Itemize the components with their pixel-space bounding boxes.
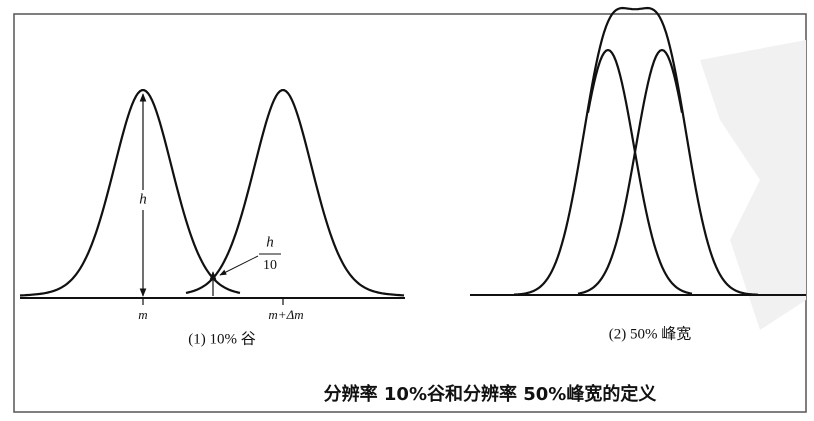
peak-curve <box>185 89 405 297</box>
label-bg <box>136 190 150 210</box>
valley-pointer <box>219 255 259 276</box>
curves <box>19 6 759 297</box>
envelope-curve <box>513 6 759 296</box>
peak-curve <box>19 89 241 297</box>
watermark <box>700 40 806 330</box>
valley-numerator: h <box>266 234 274 250</box>
component-curve <box>577 48 684 295</box>
panel-caption: (1) 10% 谷 <box>188 330 256 347</box>
height-label: h <box>139 191 147 207</box>
valley-denominator: 10 <box>263 258 277 273</box>
figure-caption: 分辨率 10%谷和分辨率 50%峰宽的定义 <box>324 383 657 405</box>
component-curve <box>586 48 693 295</box>
panel-caption: (2) 50% 峰宽 <box>609 325 692 342</box>
x-label: m+Δm <box>268 307 303 322</box>
x-label: m <box>138 307 147 322</box>
frame <box>13 13 807 413</box>
